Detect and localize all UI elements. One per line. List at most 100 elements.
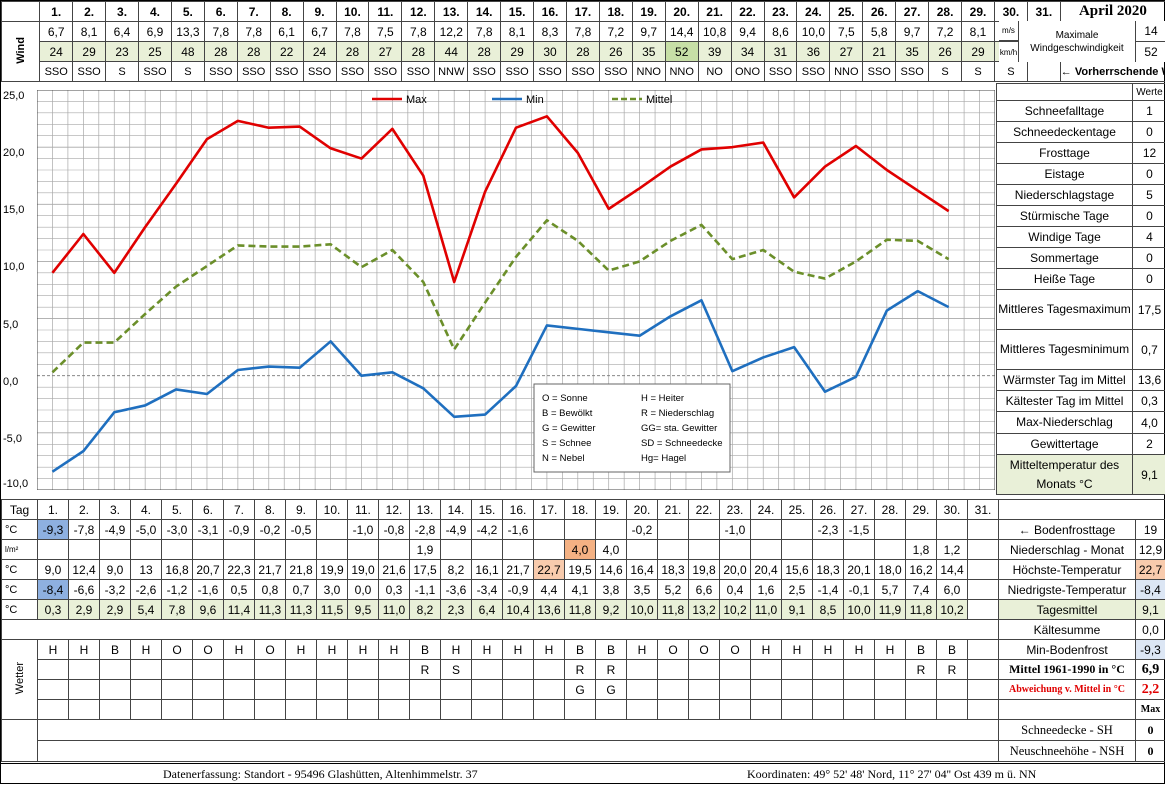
- stat-value: 2: [1133, 434, 1165, 455]
- wind-direction: SSO: [534, 62, 567, 82]
- daily-value: [596, 520, 627, 540]
- daily-value: -0,5: [286, 520, 317, 540]
- max-wind-kmh: 52: [1136, 42, 1165, 62]
- wind-direction: SSO: [40, 62, 73, 82]
- wind-speed-kmh: 27: [369, 42, 402, 62]
- daily-value: [193, 540, 224, 560]
- weather-code: [534, 660, 565, 680]
- wind-direction: SSO: [336, 62, 369, 82]
- weather-legend-entry: SD = Schneedecke: [641, 438, 723, 449]
- wind-speed-ms: 7,8: [237, 22, 270, 42]
- stat-value: 4: [1133, 227, 1165, 248]
- daily-value: [38, 540, 69, 560]
- daily-value: -4,9: [441, 520, 472, 540]
- weather-code: [193, 680, 224, 700]
- daily-value: [286, 540, 317, 560]
- daily-value: [875, 540, 906, 560]
- daily-value: 4,0: [596, 540, 627, 560]
- day-header: 26.: [863, 2, 896, 22]
- day-header: 3.: [100, 500, 131, 520]
- daily-value: 9,1: [782, 600, 813, 620]
- daily-value: 10,2: [720, 600, 751, 620]
- wind-speed-kmh: 22: [270, 42, 303, 62]
- weather-code: O: [658, 640, 689, 660]
- weather-code: [906, 680, 937, 700]
- stat-label: Mittleres Tagesmaximum: [997, 290, 1133, 330]
- daily-value: 1,8: [906, 540, 937, 560]
- weather-code: [658, 660, 689, 680]
- weather-code: [69, 660, 100, 680]
- wind-speed-kmh: 27: [830, 42, 863, 62]
- wind-speed-kmh: 39: [698, 42, 731, 62]
- daily-value: -0,2: [255, 520, 286, 540]
- weather-code: H: [844, 640, 875, 660]
- weather-code: [968, 700, 999, 720]
- day-header: 6.: [193, 500, 224, 520]
- wind-direction: NNW: [435, 62, 468, 82]
- wind-speed-kmh: 44: [435, 42, 468, 62]
- weather-code: [565, 700, 596, 720]
- day-header: 12.: [402, 2, 435, 22]
- daily-value: [937, 520, 968, 540]
- daily-value: -0,8: [379, 520, 410, 540]
- weather-code: [627, 660, 658, 680]
- weather-code: [224, 680, 255, 700]
- daily-value: -3,1: [193, 520, 224, 540]
- month-title: April 2020: [1060, 2, 1165, 22]
- wind-direction: NNO: [632, 62, 665, 82]
- day-header: 10.: [317, 500, 348, 520]
- weather-code: [627, 700, 658, 720]
- stats-blank: [997, 84, 1133, 101]
- wind-direction: NNO: [665, 62, 698, 82]
- daily-value: 10,0: [844, 600, 875, 620]
- daily-value: [224, 540, 255, 560]
- day-header: 15.: [472, 500, 503, 520]
- weather-code: [875, 700, 906, 720]
- daily-value: [658, 540, 689, 560]
- day-header: 13.: [410, 500, 441, 520]
- tag-label: Tag: [2, 500, 38, 520]
- weather-code: [255, 660, 286, 680]
- daily-value: 0,5: [224, 580, 255, 600]
- day-header: 28.: [875, 500, 906, 520]
- day-header: 20.: [665, 2, 698, 22]
- weather-legend-entry: R = Niederschlag: [641, 408, 714, 419]
- wind-direction: SSO: [896, 62, 929, 82]
- daily-value: -1,2: [162, 580, 193, 600]
- weather-legend-entry: O = Sonne: [542, 393, 588, 404]
- weather-legend-entry: S = Schnee: [542, 438, 591, 449]
- day-header: 25.: [830, 2, 863, 22]
- daily-value: 11,5: [317, 600, 348, 620]
- daily-value: [534, 540, 565, 560]
- weather-code: [193, 700, 224, 720]
- daily-value: 11,9: [875, 600, 906, 620]
- row-label: Niedrigste-Temperatur: [999, 580, 1136, 600]
- daily-value: 6,6: [689, 580, 720, 600]
- weather-code: [720, 700, 751, 720]
- daily-value: -0,2: [627, 520, 658, 540]
- daily-value: 1,9: [410, 540, 441, 560]
- wind-direction: ONO: [731, 62, 764, 82]
- stat-label: Schneefalltage: [997, 101, 1133, 122]
- legend-item: Mittel: [612, 94, 672, 106]
- wind-speed-kmh: 29: [73, 42, 106, 62]
- daily-value: 19,0: [348, 560, 379, 580]
- mittel-value: 6,9: [1136, 660, 1165, 680]
- wind-speed-ms: 8,1: [73, 22, 106, 42]
- wind-speed-ms: 13,3: [171, 22, 204, 42]
- daily-value: -2,6: [131, 580, 162, 600]
- weather-code: [813, 660, 844, 680]
- day-header: 14.: [468, 2, 501, 22]
- weather-code: B: [100, 640, 131, 660]
- daily-value: -7,8: [69, 520, 100, 540]
- day-header: 20.: [627, 500, 658, 520]
- weather-code: H: [875, 640, 906, 660]
- daily-value: 4,1: [565, 580, 596, 600]
- daily-value: 15,6: [782, 560, 813, 580]
- day-header: 6.: [204, 2, 237, 22]
- daily-value: -1,6: [193, 580, 224, 600]
- schneedecke-label: Schneedecke - SH: [999, 720, 1136, 741]
